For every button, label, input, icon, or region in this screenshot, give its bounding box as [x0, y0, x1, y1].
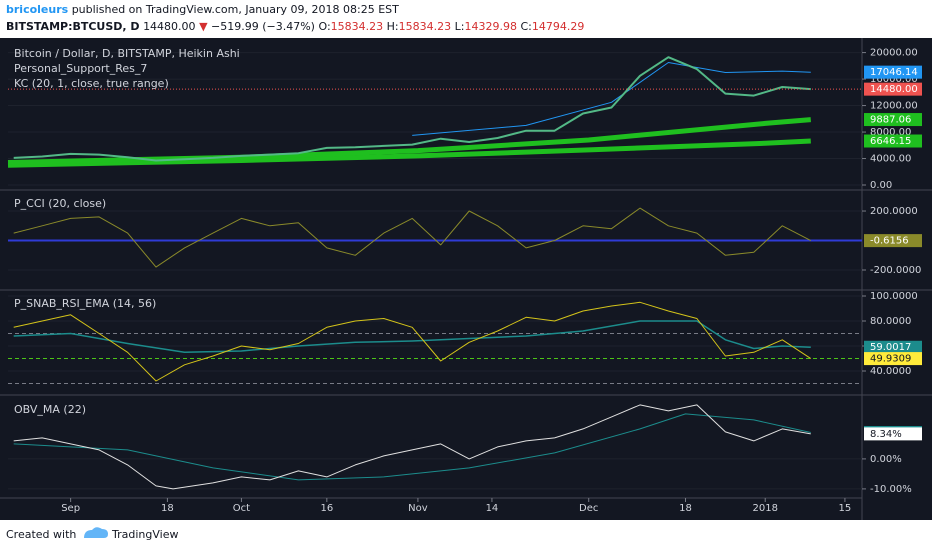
o-label: O:: [318, 20, 330, 33]
last-value-box: [864, 65, 922, 79]
symbol-line: BITSTAMP:BTCUSD, D 14480.00 ▼ −519.99 (−…: [6, 20, 584, 33]
x-tick-label: 14: [486, 503, 499, 514]
symbol: BITSTAMP:BTCUSD, D: [6, 20, 140, 33]
x-tick-label: 18: [679, 503, 692, 514]
last-value-label: 14480.00: [870, 84, 918, 95]
pane-subtitle: KC (20, 1, close, true range): [14, 77, 169, 90]
last-value-label: 59.0017: [870, 342, 911, 353]
last-value-box: [864, 427, 922, 441]
l-value: 14329.98: [464, 20, 517, 33]
l-label: L:: [455, 20, 465, 33]
y-tick-label: 20000.00: [870, 48, 918, 59]
last-value-label: 17046.14: [870, 67, 918, 78]
o-value: 15834.23: [331, 20, 384, 33]
last-value-label: -0.6156: [870, 236, 909, 247]
series-line: [412, 62, 811, 136]
last-value-box: [864, 234, 922, 248]
pane-title: OBV_MA (22): [14, 403, 86, 416]
last-value-box: [864, 134, 922, 148]
y-tick-label: -200.0000: [870, 265, 921, 276]
pane-title: Bitcoin / Dollar, D, BITSTAMP, Heikin As…: [14, 47, 240, 60]
last-value-label: 8.34%: [870, 429, 902, 440]
series-line: [13, 207, 812, 268]
published: published on TradingView.com, January 09…: [72, 3, 399, 16]
arrow: ▼: [199, 20, 208, 33]
series-line: [13, 56, 811, 162]
change: −519.99 (−3.47%): [211, 20, 315, 33]
y-tick-label: 100.0000: [870, 291, 918, 302]
y-tick-label: 80.0000: [870, 316, 911, 327]
pane-title: P_CCI (20, close): [14, 197, 106, 210]
x-tick-label: Nov: [408, 503, 428, 514]
last-value-label: 6646.15: [870, 136, 911, 147]
last-value-box: [864, 340, 922, 354]
h-label: H:: [387, 20, 399, 33]
y-tick-label: 0.00%: [870, 454, 902, 465]
brand-logo: [84, 527, 108, 538]
last-value-label: 49.9309: [870, 354, 911, 365]
footer-bg: [0, 520, 932, 550]
author[interactable]: bricoleurs: [6, 3, 69, 16]
plot-area: 0.00 4000.00 8000.00 12000.00 16000.00 20000.…: [7, 47, 922, 514]
pane-subtitle: Personal_Support_Res_7: [14, 62, 147, 75]
c-value: 14794.29: [532, 20, 585, 33]
y-tick-label: 12000.00: [870, 101, 918, 112]
x-tick-label: 15: [839, 503, 852, 514]
x-tick-label: Oct: [233, 503, 250, 514]
last-value-box: [864, 352, 922, 366]
last: 14480.00: [143, 20, 196, 33]
pane-title: P_SNAB_RSI_EMA (14, 56): [14, 297, 156, 310]
footer-created: Created with: [6, 528, 76, 541]
x-tick-label: 2018: [752, 503, 777, 514]
x-tick-label: 16: [320, 503, 333, 514]
h-value: 15834.23: [399, 20, 452, 33]
series-line: [13, 404, 811, 490]
chart-bg: [0, 38, 932, 520]
series-line: [7, 138, 811, 168]
header-bg: [0, 0, 932, 38]
last-value-box: [864, 82, 922, 96]
series-line: [13, 301, 812, 382]
x-tick-label: 18: [161, 503, 174, 514]
last-value-box: [864, 113, 922, 127]
y-tick-label: 16000.00: [870, 74, 918, 85]
y-tick-label: 40.0000: [870, 366, 911, 377]
x-tick-label: Dec: [579, 503, 598, 514]
y-tick-label: 0.00: [870, 180, 892, 191]
last-value-label: 9887.06: [870, 115, 911, 126]
footer-brand[interactable]: TradingView: [111, 528, 178, 541]
header-line: bricoleurs published on TradingView.com,…: [6, 3, 399, 16]
y-tick-label: -10.00%: [870, 484, 912, 495]
y-tick-label: 8000.00: [870, 127, 911, 138]
x-tick-label: Sep: [61, 503, 80, 514]
c-label: C:: [520, 20, 531, 33]
series-line: [13, 320, 811, 354]
y-tick-label: 200.0000: [870, 206, 918, 217]
y-tick-label: 4000.00: [870, 154, 911, 165]
